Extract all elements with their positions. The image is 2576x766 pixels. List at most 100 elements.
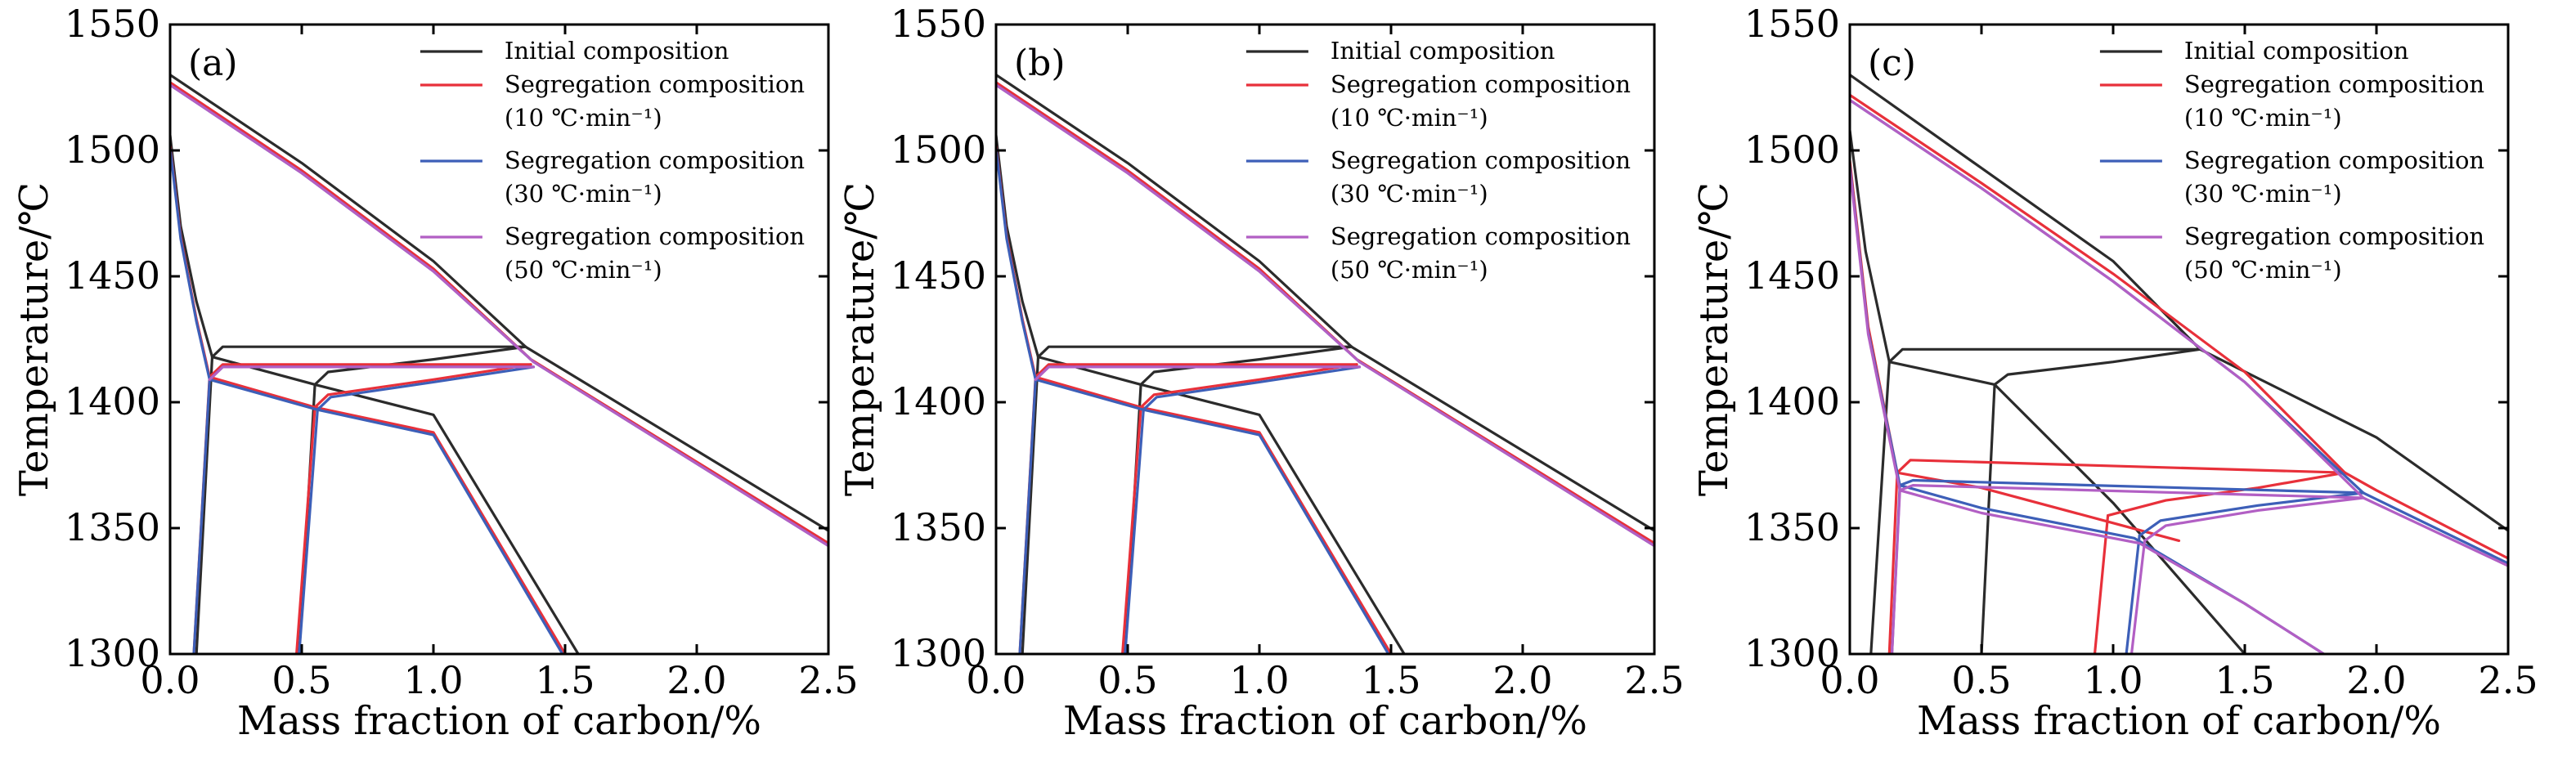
panel-2-series-1-curve-3 — [1887, 471, 1899, 654]
panel-0-series-3-curve-1 — [208, 365, 536, 381]
panel-2-series-3-curve-2 — [1898, 483, 2365, 499]
panel-0: 0.0 0.5 1.0 1.5 2.0 2.5 1300 1350 1400 1450 1500 15… — [11, 2, 859, 744]
panel-1-legend-text-0-0: Initial composition — [1331, 37, 1555, 65]
panel-1-curves — [996, 73, 1654, 654]
panel-1-y-tick-label-5: 1550 — [891, 2, 986, 46]
panel-2-series-3-curve-0 — [1850, 98, 2508, 567]
panel-2-series-1-curve-0 — [1850, 93, 2508, 560]
panel-0-series-2-curve-5 — [298, 408, 319, 654]
panel-2-x-tick-label-4: 2.0 — [2346, 658, 2406, 702]
panel-1-x-tick-label-1: 0.5 — [1097, 658, 1157, 702]
panel-1-series-0-curve-2 — [1036, 345, 1353, 359]
panel-1-series-2-curve-4 — [1142, 365, 1362, 411]
panel-2-legend-text-3-0: Segregation composition — [2184, 222, 2484, 250]
panel-1-y-tick-label-0: 1300 — [891, 631, 986, 675]
panel-0-series-1-curve-5 — [295, 405, 316, 654]
panel-0-series-2-curve-1 — [170, 146, 564, 654]
panel-1-series-2-curve-3 — [1018, 378, 1037, 654]
panel-0-y-tick-label-4: 1500 — [65, 128, 160, 172]
panel-2-x-axis-label: Mass fraction of carbon/% — [1917, 698, 2441, 744]
panel-2-series-0-curve-1 — [1850, 128, 2246, 654]
panel-1-x-axis-label: Mass fraction of carbon/% — [1063, 698, 1587, 744]
panel-2-x-tick-label-3: 1.5 — [2215, 658, 2274, 702]
panel-0-x-tick-label-5: 2.5 — [798, 658, 858, 702]
panel-2-series-0-curve-4 — [1993, 347, 2201, 386]
panel-1-y-tick-label-1: 1350 — [891, 505, 986, 549]
panel-2-series-1-curve-2 — [1896, 459, 2346, 474]
panel-2-series-1-curve-5 — [2093, 513, 2110, 654]
panel-2-y-tick-label-1: 1350 — [1744, 505, 1840, 549]
panel-0-series-1-curve-4 — [313, 363, 532, 409]
panel-0-x-axis-label: Mass fraction of carbon/% — [237, 698, 761, 744]
panel-0-series-0-curve-2 — [210, 345, 527, 359]
panel-0-plot-frame — [168, 23, 830, 656]
panel-1-legend-text-3-0: Segregation composition — [1331, 222, 1631, 250]
panel-1-y-axis-label: Temperature/℃ — [837, 182, 883, 496]
panel-2-series-3-curve-3 — [1890, 489, 1901, 654]
panel-1-legend-text-2-0: Segregation composition — [1331, 146, 1631, 174]
panel-0-x-tick-label-3: 1.5 — [535, 658, 595, 702]
panel-1-x-tick-label-0: 0.0 — [966, 658, 1025, 702]
panel-2-y-tick-label-3: 1450 — [1744, 253, 1840, 298]
panel-0-legend-text-2-0: Segregation composition — [505, 146, 805, 174]
panel-2-x-tick-label-0: 0.0 — [1820, 658, 1879, 702]
panel-1-series-2-curve-5 — [1124, 408, 1145, 654]
panel-0-curves — [170, 73, 828, 654]
panel-0-series-1-curve-2 — [208, 363, 532, 379]
panel-2-series-3-curve-4 — [2143, 496, 2365, 543]
panel-2-series-3-curve-1 — [1850, 167, 2326, 654]
panel-0-series-2-curve-4 — [316, 365, 536, 411]
panel-0-series-3-curve-0 — [170, 83, 828, 548]
panel-1-series-3-curve-0 — [996, 83, 1654, 548]
panel-2-x-tick-label-1: 0.5 — [1951, 658, 2011, 702]
panel-0-y-axis-label: Temperature/℃ — [11, 182, 57, 496]
panel-0-legend-text-0-0: Initial composition — [505, 37, 729, 65]
panel-0-y-tick-label-0: 1300 — [65, 631, 160, 675]
panel-2-legend-text-3-1: (50 ℃·min⁻¹) — [2184, 256, 2342, 284]
panel-2-panel-label: (c) — [1868, 43, 1916, 84]
panel-0-y-tick-label-5: 1550 — [65, 2, 160, 46]
panel-2-curves — [1850, 73, 2508, 654]
panel-1-series-1-curve-4 — [1139, 363, 1358, 409]
panel-0-y-tick-label-3: 1450 — [65, 253, 160, 298]
panel-0-series-0-curve-3 — [195, 356, 214, 654]
panel-1-legend-text-1-1: (10 ℃·min⁻¹) — [1331, 104, 1488, 132]
panel-1-y-tick-label-3: 1450 — [891, 253, 986, 298]
panel-1-x-tick-label-5: 2.5 — [1624, 658, 1684, 702]
panel-1-series-3-curve-1 — [1034, 365, 1362, 381]
panel-2-legend-text-0-0: Initial composition — [2184, 37, 2409, 65]
panel-1-series-0-curve-0 — [996, 73, 1654, 532]
panel-0-series-0-curve-0 — [170, 73, 828, 532]
panel-0-x-tick-label-2: 1.0 — [403, 658, 463, 702]
panel-2-legend-text-1-0: Segregation composition — [2184, 70, 2484, 98]
panel-1-legend-text-3-1: (50 ℃·min⁻¹) — [1331, 256, 1488, 284]
panel-0-legend-text-3-0: Segregation composition — [505, 222, 805, 250]
panel-2-y-tick-label-2: 1400 — [1744, 379, 1840, 423]
panel-2-y-axis-label: Temperature/℃ — [1691, 182, 1737, 496]
panel-0-legend-text-1-1: (10 ℃·min⁻¹) — [505, 104, 662, 132]
panel-1-x-tick-label-3: 1.5 — [1361, 658, 1420, 702]
panel-1: 0.0 0.5 1.0 1.5 2.0 2.5 1300 1350 1400 1450 1500 15… — [837, 2, 1685, 744]
panel-2-series-0-curve-3 — [1869, 361, 1891, 654]
panel-2-x-tick-label-2: 1.0 — [2083, 658, 2143, 702]
panel-0-legend-text-3-1: (50 ℃·min⁻¹) — [505, 256, 662, 284]
panel-0-legend-text-2-1: (30 ℃·min⁻¹) — [505, 180, 662, 208]
panel-1-series-2-curve-1 — [996, 146, 1390, 654]
panel-1-x-tick-label-4: 2.0 — [1492, 658, 1552, 702]
panel-0-y-tick-label-2: 1400 — [65, 379, 160, 423]
panel-1-legend-text-1-0: Segregation composition — [1331, 70, 1631, 98]
panel-2-y-tick-label-5: 1550 — [1744, 2, 1840, 46]
panel-1-panel-label: (b) — [1014, 43, 1066, 84]
panel-1-plot-frame — [994, 23, 1656, 656]
panel-0-legend: Initial composition Segregation compositi… — [420, 37, 805, 284]
panel-1-y-tick-label-4: 1500 — [891, 128, 986, 172]
panel-2-plot-frame — [1848, 23, 2510, 656]
panel-2: 0.0 0.5 1.0 1.5 2.0 2.5 1300 1350 1400 1450 1500 15… — [1691, 2, 2538, 744]
panel-2-x-tick-label-5: 2.5 — [2478, 658, 2538, 702]
panel-2-series-2-curve-4 — [2138, 491, 2365, 537]
panel-2-legend-text-1-1: (10 ℃·min⁻¹) — [2184, 104, 2342, 132]
panel-0-x-tick-label-4: 2.0 — [666, 658, 726, 702]
panel-0-x-tick-label-1: 0.5 — [272, 658, 331, 702]
panel-1-legend-text-2-1: (30 ℃·min⁻¹) — [1331, 180, 1488, 208]
